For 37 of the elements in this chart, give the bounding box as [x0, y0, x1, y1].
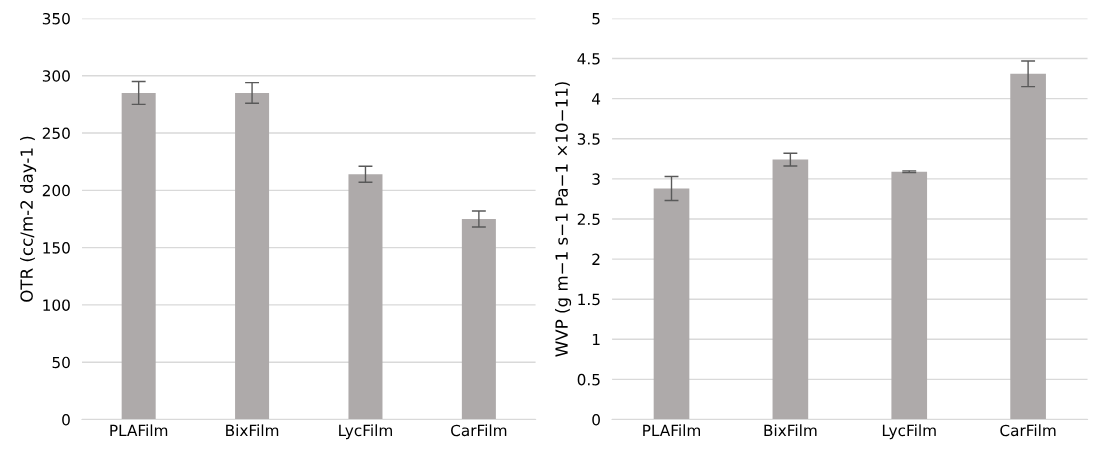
y-tick-label: 3.5 — [577, 133, 600, 145]
x-tick-label: BixFilm — [764, 424, 817, 436]
y-tick-label: 0 — [592, 413, 600, 426]
x-tick-label: PLAFilm — [643, 424, 700, 436]
y-tick-label: 2.5 — [577, 213, 600, 225]
y-tick-label: 350 — [42, 12, 70, 25]
bar — [772, 159, 809, 420]
y-tick-label: 4.5 — [577, 53, 600, 65]
y-tick-label: 150 — [43, 242, 70, 254]
y-tick-label: 3 — [592, 173, 600, 185]
y-tick-label: 100 — [43, 299, 70, 311]
x-tick-label: LycFilm — [882, 424, 936, 440]
y-tick-label: 1.5 — [578, 293, 600, 306]
x-tick-label: CarFilm — [1000, 424, 1056, 437]
x-tick-label: BixFilm — [226, 424, 279, 436]
bar — [1010, 73, 1046, 420]
x-tick-label: PLAFilm — [110, 424, 168, 436]
bar — [235, 92, 270, 420]
y-axis-title: WVP (g m−1 s−1 Pa−1 ×10−11) — [555, 82, 572, 357]
y-tick-label: 300 — [42, 70, 70, 82]
y-tick-label: 2 — [592, 253, 600, 265]
y-tick-label: 50 — [52, 356, 70, 369]
y-tick-label: 0.5 — [577, 373, 600, 386]
y-tick-label: 200 — [42, 184, 70, 197]
bar — [653, 188, 690, 420]
y-tick-label: 5 — [592, 13, 600, 25]
y-tick-label: 1 — [592, 333, 600, 346]
bar — [348, 174, 383, 420]
bar — [891, 171, 928, 420]
bar — [461, 218, 496, 420]
x-tick-label: LycFilm — [339, 424, 392, 440]
x-tick-label: CarFilm — [451, 424, 507, 437]
y-axis-title: OTR (cc/m-2 day-1 ) — [20, 136, 37, 302]
y-tick-label: 0 — [62, 413, 70, 426]
bar — [121, 92, 156, 420]
y-tick-label: 4 — [592, 93, 601, 105]
y-tick-label: 250 — [42, 127, 70, 140]
